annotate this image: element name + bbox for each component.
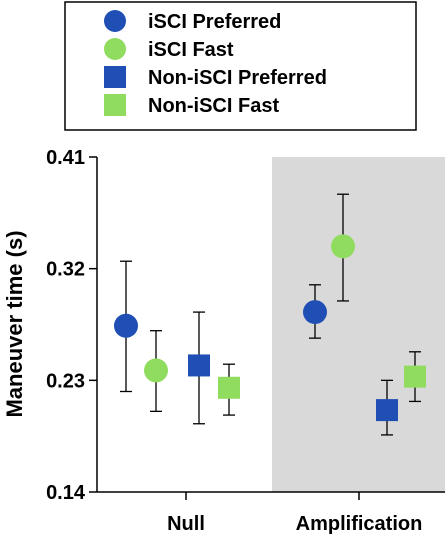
x-tick-label: Amplification <box>296 513 423 535</box>
point-isci-preferred <box>303 300 327 325</box>
y-tick-label: 0.32 <box>46 259 85 281</box>
y-tick-label: 0.23 <box>46 370 85 392</box>
point-non-isci-preferred <box>376 399 398 422</box>
y-tick-label: 0.41 <box>46 147 85 169</box>
legend-label-non-isci-preferred: Non-iSCI Preferred <box>148 67 327 89</box>
axes <box>96 157 445 493</box>
legend: iSCI Preferred iSCI Fast Non-iSCI Prefer… <box>64 1 417 131</box>
data-marks <box>114 193 426 436</box>
point-isci-preferred <box>114 313 138 338</box>
legend-label-isci-preferred: iSCI Preferred <box>148 11 281 33</box>
y-axis-title: Maneuver time (s) <box>2 230 27 417</box>
legend-label-isci-fast: iSCI Fast <box>148 39 234 61</box>
point-non-isci-fast <box>218 376 240 399</box>
x-tick-label: Null <box>167 513 205 535</box>
y-tick-label: 0.14 <box>46 482 86 504</box>
x-ticks: Null Amplification <box>167 492 422 535</box>
y-ticks: 0.41 0.32 0.23 0.14 <box>46 147 97 504</box>
legend-label-non-isci-fast: Non-iSCI Fast <box>148 95 279 117</box>
point-non-isci-fast <box>404 365 426 388</box>
legend-marker-non-isci-preferred <box>104 66 126 88</box>
legend-marker-non-isci-fast <box>104 94 126 116</box>
point-isci-fast <box>331 234 355 259</box>
point-non-isci-preferred <box>188 354 210 377</box>
point-isci-fast <box>144 358 168 383</box>
legend-marker-isci-fast <box>104 38 126 60</box>
legend-marker-isci-preferred <box>104 10 126 32</box>
amplification-shaded-region <box>272 157 445 492</box>
